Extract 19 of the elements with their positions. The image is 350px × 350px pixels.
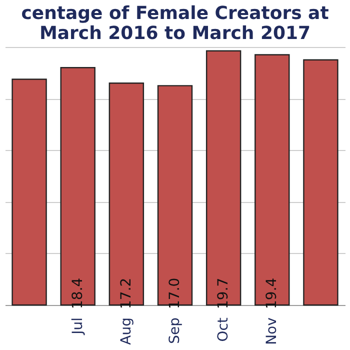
text: March 2016 to March 2017 [39,23,311,44]
bar [157,85,193,306]
bar [206,50,242,306]
bar [12,78,47,306]
x-tick-label: Oct [216,317,232,342]
text: centage of Female Creators at [21,3,329,24]
data-label: 17.2 [118,278,134,309]
data-label: 19.7 [216,278,232,309]
bar [60,67,96,306]
data-label: 17.0 [167,278,183,309]
bar [108,82,144,306]
x-tick-label: Sep [167,317,183,344]
data-label: 18.4 [70,278,86,309]
bar [303,59,338,306]
x-tick-label: Aug [118,318,134,345]
x-tick-label: Jul [70,318,86,336]
data-label: 19.4 [264,278,280,309]
x-tick-label: Nov [264,318,280,345]
bar [254,54,290,306]
